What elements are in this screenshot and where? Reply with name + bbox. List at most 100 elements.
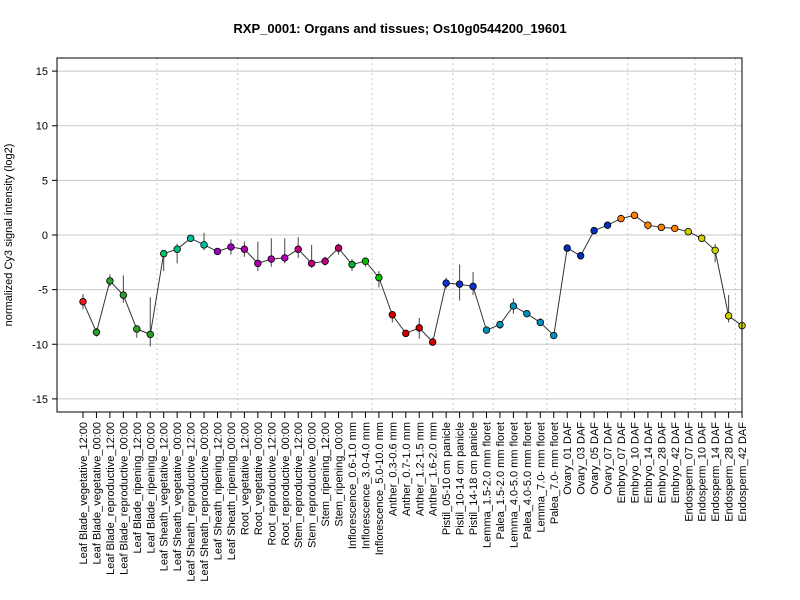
- x-tick-label: Ovary_01 DAF: [562, 422, 574, 495]
- x-tick-label: Leaf Sheath_vegetative_00:00: [172, 422, 184, 571]
- data-point: [536, 318, 544, 327]
- data-point: [724, 312, 733, 320]
- y-tick-label: -15: [32, 394, 48, 406]
- plot-frame: [56, 57, 743, 413]
- data-point: [146, 330, 154, 339]
- x-tick-label: Leaf Blade_reproductive_12:00: [105, 422, 117, 575]
- data-point: [496, 320, 504, 329]
- data-point: [307, 259, 316, 268]
- x-tick-label: Lemma_7.0- mm floret: [535, 422, 547, 533]
- data-points: [79, 211, 746, 346]
- x-tick-label: Lemma_4.0-5.0 mm floret: [508, 422, 520, 548]
- data-point: [186, 234, 195, 242]
- data-point: [254, 259, 262, 268]
- x-tick-label: Leaf Blade_reproductive_00:00: [118, 422, 130, 575]
- data-point: [388, 311, 397, 319]
- x-tick-label: Root_vegetative_12:00: [239, 422, 251, 535]
- data-point: [173, 245, 181, 253]
- x-tick-label: Leaf Blade_vegetative_12:00: [78, 422, 90, 565]
- x-tick-label: Ovary_03 DAF: [576, 422, 588, 495]
- data-point: [375, 273, 383, 282]
- x-tick-label: Endosperm_28 DAF: [724, 422, 736, 522]
- error-bars: [82, 213, 743, 347]
- x-tick-label: Leaf Sheath_reproductive_00:00: [199, 422, 211, 582]
- data-point: [442, 279, 450, 287]
- data-point: [550, 331, 558, 340]
- data-point: [213, 247, 222, 256]
- x-tick-label: Pistil_10-14 cm panicle: [455, 422, 467, 535]
- x-tick-label: Endosperm_14 DAF: [710, 422, 722, 522]
- data-point: [321, 257, 329, 265]
- x-tick-label: Pistil_05-10 cm panicle: [441, 422, 453, 535]
- x-tick-label: Root_reproductive_00:00: [280, 422, 292, 546]
- data-point: [133, 325, 141, 333]
- data-point: [200, 241, 208, 249]
- data-point: [361, 257, 370, 265]
- data-point: [119, 291, 128, 299]
- data-point: [698, 234, 706, 242]
- x-tick-label: Ovary_07 DAF: [603, 422, 615, 495]
- x-tick-label: Root_vegetative_00:00: [253, 422, 265, 535]
- x-tick-label: Root_reproductive_12:00: [266, 422, 278, 546]
- x-tick-label: Inflorescence_3.0-4.0 mm: [360, 422, 372, 549]
- data-point: [294, 245, 302, 253]
- y-tick-label: -5: [38, 285, 48, 297]
- data-point: [617, 214, 625, 223]
- data-point: [630, 211, 639, 220]
- x-tick-label: Pistil_14-18 cm panicle: [468, 422, 480, 535]
- x-tick-label: Stem_ripening_12:00: [320, 422, 332, 527]
- x-tick-label: Embryo_42 DAF: [670, 422, 682, 504]
- x-tick-label: Leaf Sheath_ripening_00:00: [226, 422, 238, 560]
- data-point: [576, 252, 585, 260]
- data-point: [509, 302, 518, 310]
- x-tick-label: Leaf Blade_vegetative_00:00: [91, 422, 103, 565]
- x-tick-label: Embryo_28 DAF: [656, 422, 668, 504]
- data-point: [671, 224, 679, 233]
- data-point: [455, 280, 464, 288]
- y-axis: -15 -10 -5 0 5 10 15: [32, 66, 57, 406]
- data-point: [267, 255, 275, 263]
- x-tick-label: Palea_7.0- mm floret: [549, 422, 561, 524]
- x-tick-label: Leaf Sheath_vegetative_12:00: [159, 422, 171, 571]
- x-tick-label: Endosperm_07 DAF: [683, 422, 695, 522]
- data-point: [590, 226, 598, 235]
- y-tick-label: -10: [32, 339, 48, 351]
- data-point: [240, 245, 249, 253]
- data-point: [159, 249, 168, 258]
- data-point: [644, 221, 652, 229]
- y-tick-label: 10: [36, 121, 48, 133]
- x-tick-label: Leaf Blade_ripening_12:00: [132, 422, 144, 554]
- data-point: [469, 282, 477, 291]
- data-point: [684, 228, 692, 236]
- chart-title: RXP_0001: Organs and tissues; Os10g05442…: [233, 21, 566, 36]
- data-point: [563, 244, 571, 252]
- x-tick-label: Anther_0.3-0.6 mm: [387, 422, 399, 516]
- x-tick-label: Palea_1.5-2.0 mm floret: [495, 422, 507, 539]
- x-tick-label: Inflorescence_0.6-1.0 mm: [347, 422, 359, 549]
- x-tick-label: Stem_reproductive_00:00: [307, 422, 319, 548]
- data-point: [281, 254, 289, 262]
- data-point: [711, 246, 719, 254]
- x-tick-label: Anther_1.6-2.0 mm: [428, 422, 440, 516]
- y-tick-label: 0: [42, 230, 48, 242]
- series-polyline: [82, 214, 743, 344]
- data-point: [657, 223, 666, 232]
- x-tick-label: Embryo_07 DAF: [616, 422, 628, 504]
- x-tick-label: Anther_1.2-1.5 mm: [414, 422, 426, 516]
- y-tick-label: 15: [36, 66, 48, 78]
- series-line: [82, 214, 743, 344]
- data-point: [106, 277, 114, 285]
- x-tick-label: Leaf Sheath_reproductive_12:00: [186, 422, 198, 582]
- data-point: [603, 221, 612, 229]
- y-axis-label: normalized Cy3 signal intensity (log2): [3, 144, 15, 327]
- x-tick-label: Inflorescence_5.0-10.0 mm: [374, 422, 386, 555]
- x-tick-label: Embryo_10 DAF: [629, 422, 641, 504]
- x-tick-label: Leaf Sheath_ripening_12:00: [213, 422, 225, 560]
- data-point: [429, 338, 437, 346]
- grid-lines: [57, 58, 742, 412]
- x-tick-label: Embryo_14 DAF: [643, 422, 655, 504]
- x-tick-label: Leaf Blade_ripening_00:00: [145, 422, 157, 554]
- x-tick-label: Ovary_05 DAF: [589, 422, 601, 495]
- data-point: [415, 324, 423, 332]
